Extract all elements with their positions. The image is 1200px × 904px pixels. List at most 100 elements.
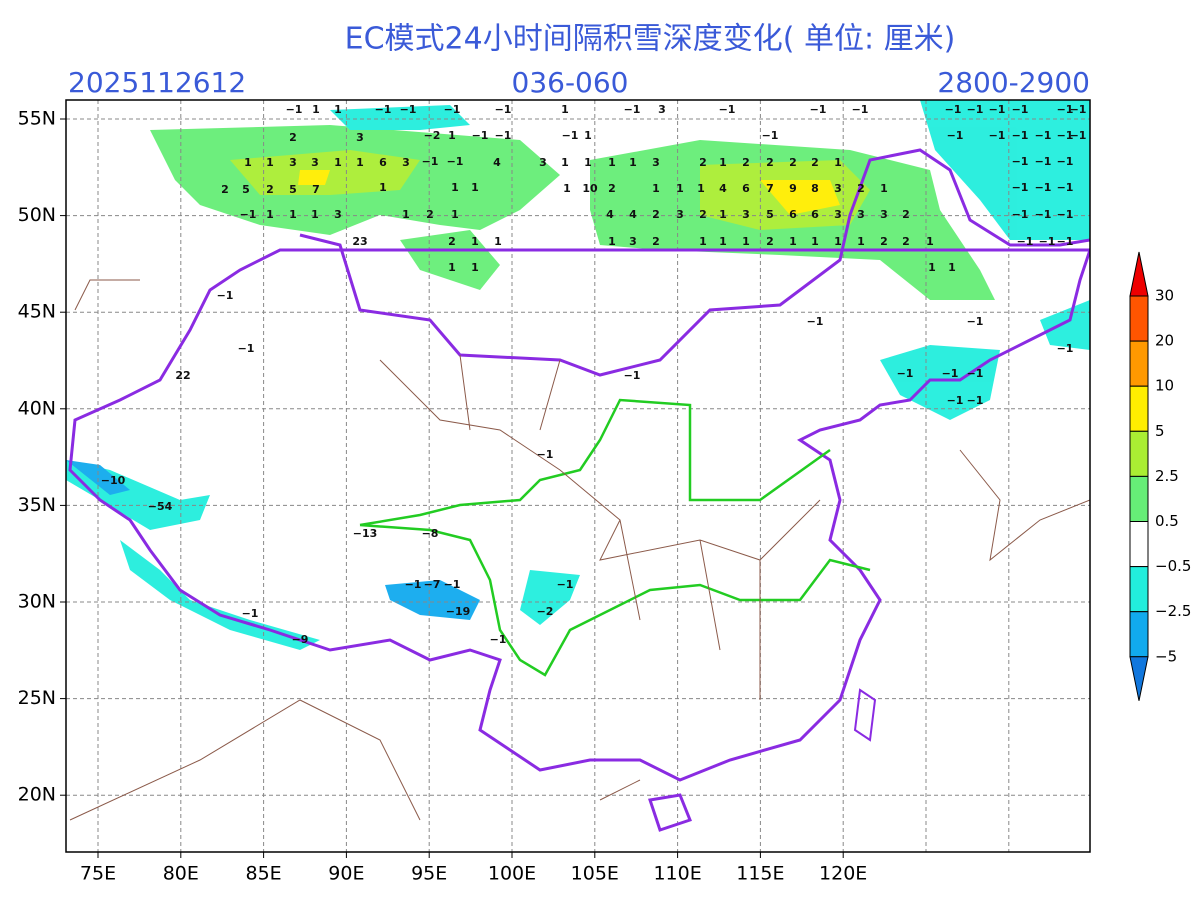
snow-change-label: 1: [880, 182, 888, 195]
snow-change-label: 3: [539, 156, 547, 169]
snow-change-label: 2: [902, 208, 910, 221]
snow-change-label: −1: [1057, 129, 1074, 142]
snow-change-label: 6: [811, 208, 819, 221]
snow-change-label: 7: [766, 182, 774, 195]
snow-change-label: −19: [446, 605, 471, 618]
map-frame: [65, 99, 1091, 853]
snow-change-label: 3: [402, 156, 410, 169]
snow-change-label: 5: [766, 208, 774, 221]
lat-label: 20N: [18, 784, 56, 806]
snow-change-label: −1: [405, 578, 422, 591]
colorbar-box: [1129, 611, 1149, 658]
snow-change-label: 3: [834, 208, 842, 221]
snow-change-label: 8: [811, 182, 819, 195]
lat-label: 30N: [18, 591, 56, 613]
snow-change-label: 4: [493, 156, 501, 169]
colorbar-label: 30: [1155, 287, 1174, 305]
colorbar-box: [1129, 521, 1149, 568]
snow-change-label: 3: [356, 131, 364, 144]
snow-change-label: 2: [699, 208, 707, 221]
snow-change-label: −1: [238, 342, 255, 355]
snow-change-label: −1: [1012, 103, 1029, 116]
snow-change-label: 2: [608, 182, 616, 195]
snow-change-label: 1: [334, 156, 342, 169]
snow-change-label: 1: [584, 129, 592, 142]
snow-change-label: −1: [1012, 129, 1029, 142]
colorbar-label: −2.5: [1155, 602, 1191, 620]
lon-label: 110E: [653, 863, 701, 885]
colorbar-box: [1129, 295, 1149, 342]
snow-change-label: 1: [928, 261, 936, 274]
snow-change-label: 1: [789, 235, 797, 248]
snow-change-label: −1: [1039, 235, 1056, 248]
snow-change-label: 6: [742, 182, 750, 195]
snow-change-label: 1: [471, 235, 479, 248]
snow-change-label: −1: [495, 103, 512, 116]
snow-change-label: −1: [807, 315, 824, 328]
snow-change-label: −1: [947, 394, 964, 407]
colorbar-box: [1129, 430, 1149, 477]
snow-fields: [66, 100, 1090, 650]
snow-change-label: 1: [834, 156, 842, 169]
colorbar-box: [1129, 340, 1149, 387]
snow-change-label: 1: [356, 156, 364, 169]
snow-change-label: 1: [494, 235, 502, 248]
snow-change-label: −1: [444, 103, 461, 116]
snow-change-label: −1: [1035, 155, 1052, 168]
snow-change-label: 2: [448, 235, 456, 248]
lead-hours: 036-060: [512, 66, 629, 99]
colorbar-top: [1129, 251, 1149, 297]
snow-change-label: 1: [244, 156, 252, 169]
snow-change-label: 4: [629, 208, 637, 221]
snow-change-label: −9: [292, 633, 309, 646]
snow-change-label: −1: [719, 103, 736, 116]
snow-change-label: 1: [402, 208, 410, 221]
snow-change-label: −1: [989, 129, 1006, 142]
snow-change-label: −1: [1035, 208, 1052, 221]
snow-change-label: 1: [697, 182, 705, 195]
snow-change-label: 1: [584, 156, 592, 169]
snow-change-label: −1: [942, 367, 959, 380]
snow-change-label: 5: [289, 183, 297, 196]
snow-change-label: 1: [471, 261, 479, 274]
lon-label: 80E: [163, 863, 199, 885]
colorbar-box: [1129, 566, 1149, 613]
lon-label: 90E: [328, 863, 364, 885]
snow-change-label: 1: [334, 103, 342, 116]
snow-change-label: 1: [676, 182, 684, 195]
snow-change-label: 2: [699, 156, 707, 169]
snow-change-label: 1: [926, 235, 934, 248]
snow-change-label: −1: [472, 129, 489, 142]
snow-change-label: −1: [967, 103, 984, 116]
snow-change-label: 1: [608, 235, 616, 248]
snow-change-label: −1: [624, 103, 641, 116]
snow-change-label: 22: [175, 369, 190, 382]
snow-change-label: 3: [629, 235, 637, 248]
snow-change-label: 1: [834, 235, 842, 248]
snow-change-label: −1: [945, 103, 962, 116]
snow-change-label: −1: [1035, 129, 1052, 142]
snow-change-label: −1: [537, 448, 554, 461]
snow-change-label: −1: [286, 103, 303, 116]
colorbar: 30 20 10 5 2.5 0.5 −0.5 −2.5 −5: [1129, 251, 1191, 701]
lat-label: 25N: [18, 687, 56, 709]
snow-change-label: 1: [311, 208, 319, 221]
snow-change-label: −1: [1057, 103, 1074, 116]
snow-change-label: 2: [766, 156, 774, 169]
lon-label: 120E: [819, 863, 867, 885]
colorbar-label: 0.5: [1155, 512, 1179, 530]
snow-change-label: 1: [451, 208, 459, 221]
snow-change-label: 1: [563, 182, 571, 195]
snow-change-label: −1: [562, 129, 579, 142]
snow-change-label: −1: [810, 103, 827, 116]
lon-label: 75E: [80, 863, 116, 885]
colorbar-bottom: [1129, 656, 1149, 701]
lon-label: 85E: [246, 863, 282, 885]
init-time: 2025112612: [68, 66, 246, 99]
lon-label: 105E: [571, 863, 619, 885]
snow-change-label: 1: [811, 235, 819, 248]
snow-change-label: −7: [424, 578, 441, 591]
snow-change-label: −1: [1070, 103, 1087, 116]
lat-label: 40N: [18, 397, 56, 419]
